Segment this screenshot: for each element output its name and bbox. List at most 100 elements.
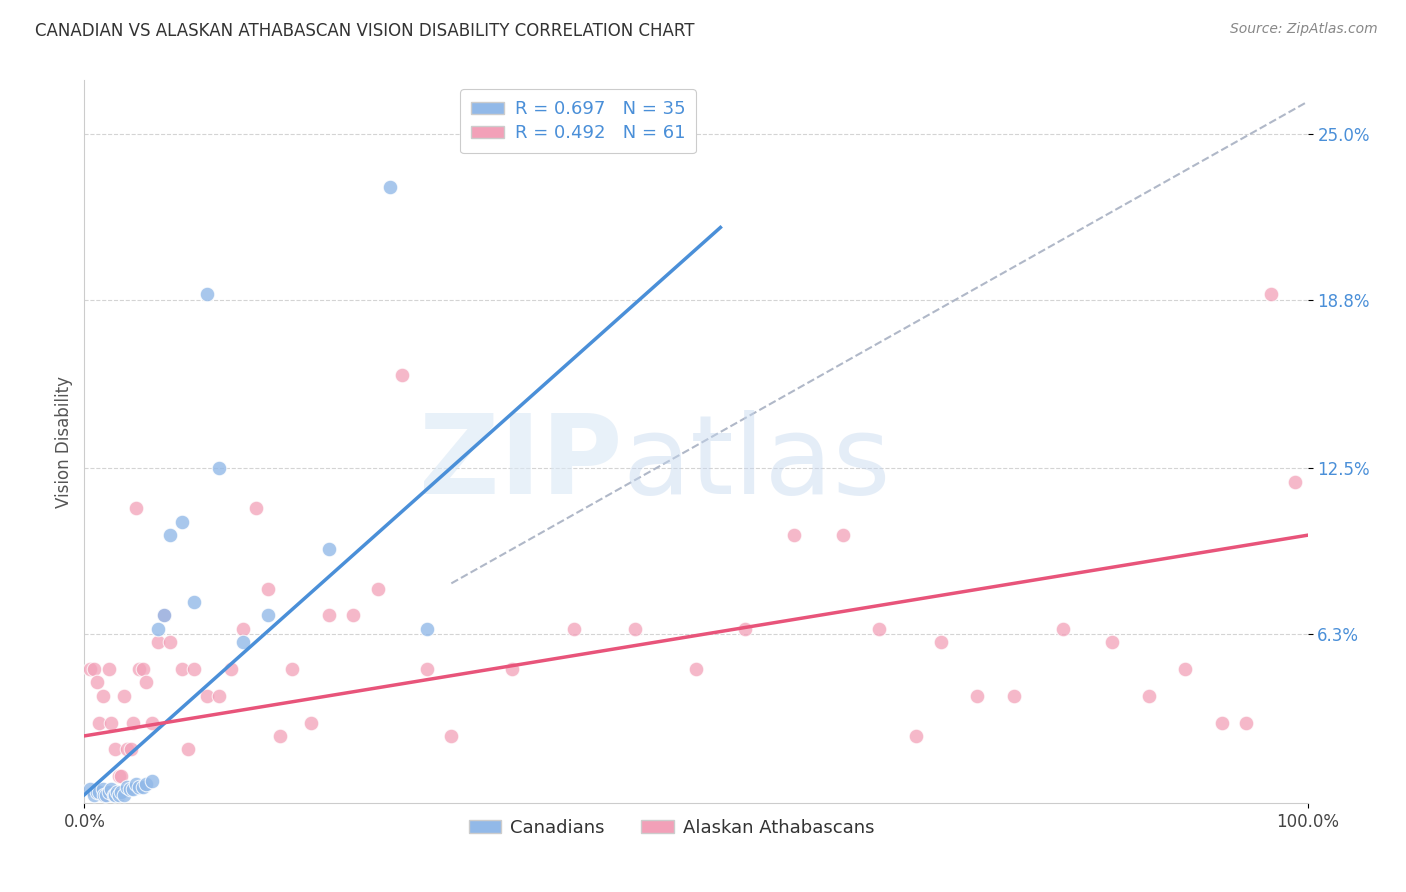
- Point: [112, 689, 135, 703]
- Point: [128, 662, 150, 676]
- Point: [153, 608, 176, 623]
- Point: [245, 501, 267, 516]
- Point: [115, 780, 138, 794]
- Point: [103, 788, 125, 802]
- Point: [159, 635, 181, 649]
- Point: [83, 788, 105, 802]
- Point: [208, 689, 231, 703]
- Point: [183, 662, 205, 676]
- Point: [831, 528, 853, 542]
- Point: [232, 622, 254, 636]
- Point: [93, 788, 115, 802]
- Point: [440, 729, 463, 743]
- Point: [367, 582, 389, 596]
- Text: CANADIAN VS ALASKAN ATHABASCAN VISION DISABILITY CORRELATION CHART: CANADIAN VS ALASKAN ATHABASCAN VISION DI…: [35, 22, 695, 40]
- Point: [91, 689, 114, 703]
- Point: [83, 662, 105, 676]
- Point: [135, 777, 157, 791]
- Point: [281, 662, 304, 676]
- Point: [104, 742, 127, 756]
- Point: [115, 742, 138, 756]
- Point: [195, 287, 218, 301]
- Point: [146, 622, 169, 636]
- Point: [104, 788, 127, 802]
- Point: [86, 675, 108, 690]
- Point: [125, 777, 148, 791]
- Point: [966, 689, 988, 703]
- Point: [624, 622, 647, 636]
- Point: [159, 528, 181, 542]
- Text: Source: ZipAtlas.com: Source: ZipAtlas.com: [1230, 22, 1378, 37]
- Point: [1260, 287, 1282, 301]
- Point: [172, 662, 194, 676]
- Point: [929, 635, 952, 649]
- Point: [502, 662, 524, 676]
- Point: [1101, 635, 1123, 649]
- Point: [122, 782, 145, 797]
- Point: [79, 782, 101, 797]
- Point: [86, 785, 108, 799]
- Point: [132, 662, 155, 676]
- Point: [905, 729, 928, 743]
- Text: atlas: atlas: [623, 409, 891, 516]
- Point: [132, 780, 155, 794]
- Point: [128, 780, 150, 794]
- Point: [125, 501, 148, 516]
- Point: [562, 622, 585, 636]
- Point: [107, 788, 129, 802]
- Point: [257, 582, 280, 596]
- Point: [783, 528, 806, 542]
- Point: [318, 608, 340, 623]
- Point: [685, 662, 707, 676]
- Point: [146, 635, 169, 649]
- Point: [97, 662, 120, 676]
- Point: [380, 180, 402, 194]
- Point: [100, 782, 122, 797]
- Point: [269, 729, 291, 743]
- Point: [91, 782, 114, 797]
- Point: [1137, 689, 1160, 703]
- Text: ZIP: ZIP: [419, 409, 623, 516]
- Point: [100, 715, 122, 730]
- Point: [208, 461, 231, 475]
- Point: [1052, 622, 1074, 636]
- Point: [1002, 689, 1025, 703]
- Point: [1174, 662, 1197, 676]
- Point: [97, 785, 120, 799]
- Point: [257, 608, 280, 623]
- Point: [153, 608, 176, 623]
- Point: [172, 515, 194, 529]
- Point: [110, 785, 132, 799]
- Point: [87, 715, 110, 730]
- Point: [391, 368, 413, 382]
- Point: [118, 782, 141, 797]
- Legend: Canadians, Alaskan Athabascans: Canadians, Alaskan Athabascans: [461, 812, 882, 845]
- Point: [195, 689, 218, 703]
- Point: [79, 662, 101, 676]
- Point: [342, 608, 364, 623]
- Point: [1211, 715, 1233, 730]
- Point: [1236, 715, 1258, 730]
- Point: [110, 769, 132, 783]
- Point: [183, 595, 205, 609]
- Point: [112, 788, 135, 802]
- Y-axis label: Vision Disability: Vision Disability: [55, 376, 73, 508]
- Point: [177, 742, 200, 756]
- Point: [416, 622, 439, 636]
- Point: [120, 742, 142, 756]
- Point: [869, 622, 891, 636]
- Point: [734, 622, 756, 636]
- Point: [96, 788, 118, 802]
- Point: [135, 675, 157, 690]
- Point: [1284, 475, 1306, 489]
- Point: [141, 774, 163, 789]
- Point: [299, 715, 322, 730]
- Point: [416, 662, 439, 676]
- Point: [122, 715, 145, 730]
- Point: [141, 715, 163, 730]
- Point: [232, 635, 254, 649]
- Point: [318, 541, 340, 556]
- Point: [105, 785, 128, 799]
- Point: [94, 788, 117, 802]
- Point: [107, 769, 129, 783]
